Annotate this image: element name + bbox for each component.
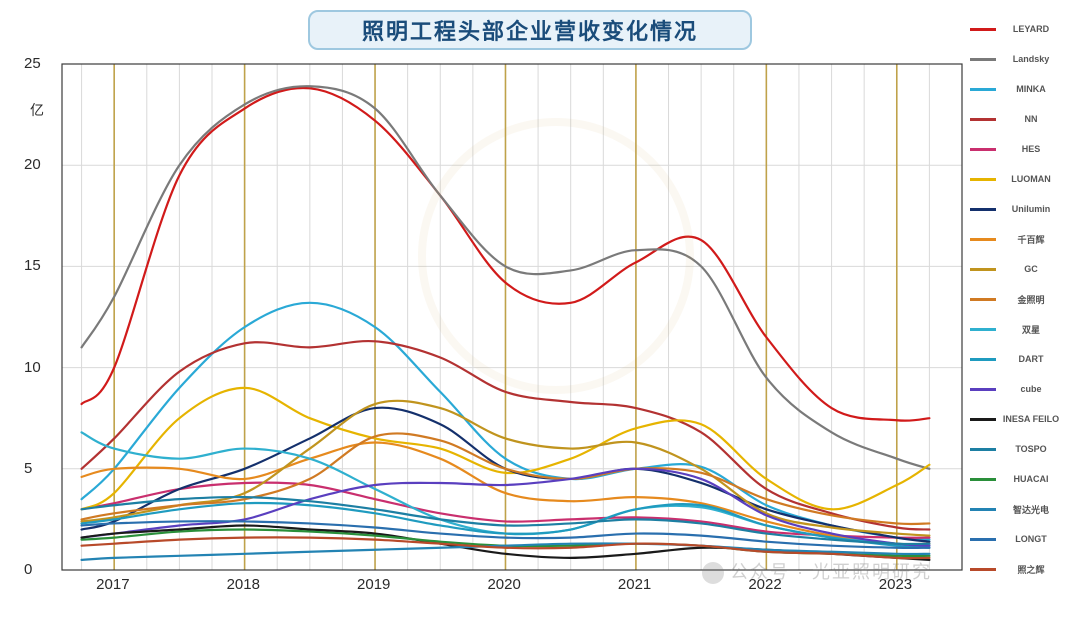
legend-item: MINKA [970, 74, 1066, 104]
chart-title-box: 照明工程头部企业营收变化情况 [308, 10, 752, 50]
chart-frame: 照明工程头部企业营收变化情况 亿 LEYARD Landsky MINKA NN HES… [8, 8, 1072, 614]
legend-brand-logo: INESA FEILO [1002, 408, 1060, 430]
legend-color-line [970, 298, 996, 301]
y-axis-unit: 亿 [30, 100, 44, 120]
legend-color-line [970, 178, 996, 181]
legend-brand-logo: DART [1002, 348, 1060, 370]
legend-color-line [970, 508, 996, 511]
legend-brand-logo: 金照明 [1002, 288, 1060, 310]
legend-brand-logo: LONGT [1002, 528, 1060, 550]
legend-item: GC [970, 254, 1066, 284]
legend-color-line [970, 208, 996, 211]
legend-item: HES [970, 134, 1066, 164]
y-tick-label: 25 [24, 55, 41, 72]
x-tick-label: 2020 [487, 576, 520, 593]
legend-color-line [970, 358, 996, 361]
legend-item: LEYARD [970, 14, 1066, 44]
legend-item: DART [970, 344, 1066, 374]
legend-item: 金照明 [970, 284, 1066, 314]
legend-brand-logo: GC [1002, 258, 1060, 280]
legend-brand-logo: cube [1002, 378, 1060, 400]
legend-brand-logo: 双星 [1002, 318, 1060, 340]
legend-color-line [970, 418, 996, 421]
legend-brand-logo: 照之辉 [1002, 558, 1060, 580]
legend-item: HUACAI [970, 464, 1066, 494]
y-tick-label: 10 [24, 359, 41, 376]
legend-color-line [970, 568, 996, 571]
legend-item: cube [970, 374, 1066, 404]
legend-item: TOSPO [970, 434, 1066, 464]
legend: LEYARD Landsky MINKA NN HES LUOMAN Unilumin 千百辉… [970, 14, 1066, 584]
legend-item: Landsky [970, 44, 1066, 74]
legend-item: Unilumin [970, 194, 1066, 224]
legend-color-line [970, 538, 996, 541]
legend-color-line [970, 328, 996, 331]
legend-item: NN [970, 104, 1066, 134]
legend-item: LUOMAN [970, 164, 1066, 194]
x-tick-label: 2019 [357, 576, 390, 593]
legend-color-line [970, 448, 996, 451]
legend-color-line [970, 28, 996, 31]
legend-color-line [970, 388, 996, 391]
legend-color-line [970, 148, 996, 151]
y-tick-label: 5 [24, 460, 32, 477]
legend-item: LONGT [970, 524, 1066, 554]
legend-brand-logo: 千百辉 [1002, 228, 1060, 250]
legend-brand-logo: MINKA [1002, 78, 1060, 100]
legend-brand-logo: Unilumin [1002, 198, 1060, 220]
legend-brand-logo: HES [1002, 138, 1060, 160]
x-tick-label: 2023 [879, 576, 912, 593]
chart-title: 照明工程头部企业营收变化情况 [362, 14, 698, 46]
x-tick-label: 2021 [618, 576, 651, 593]
legend-brand-logo: TOSPO [1002, 438, 1060, 460]
legend-item: INESA FEILO [970, 404, 1066, 434]
legend-item: 千百辉 [970, 224, 1066, 254]
legend-color-line [970, 58, 996, 61]
y-tick-label: 15 [24, 257, 41, 274]
legend-brand-logo: LEYARD [1002, 18, 1060, 40]
legend-color-line [970, 238, 996, 241]
legend-color-line [970, 268, 996, 271]
legend-brand-logo: LUOMAN [1002, 168, 1060, 190]
x-tick-label: 2018 [227, 576, 260, 593]
legend-item: 智达光电 [970, 494, 1066, 524]
x-tick-label: 2017 [96, 576, 129, 593]
legend-brand-logo: 智达光电 [1002, 498, 1060, 520]
legend-color-line [970, 118, 996, 121]
line-chart [48, 58, 968, 598]
legend-color-line [970, 478, 996, 481]
legend-color-line [970, 88, 996, 91]
legend-brand-logo: Landsky [1002, 48, 1060, 70]
x-tick-label: 2022 [748, 576, 781, 593]
legend-brand-logo: NN [1002, 108, 1060, 130]
y-tick-label: 0 [24, 561, 32, 578]
legend-item: 双星 [970, 314, 1066, 344]
y-tick-label: 20 [24, 156, 41, 173]
legend-brand-logo: HUACAI [1002, 468, 1060, 490]
legend-item: 照之辉 [970, 554, 1066, 584]
